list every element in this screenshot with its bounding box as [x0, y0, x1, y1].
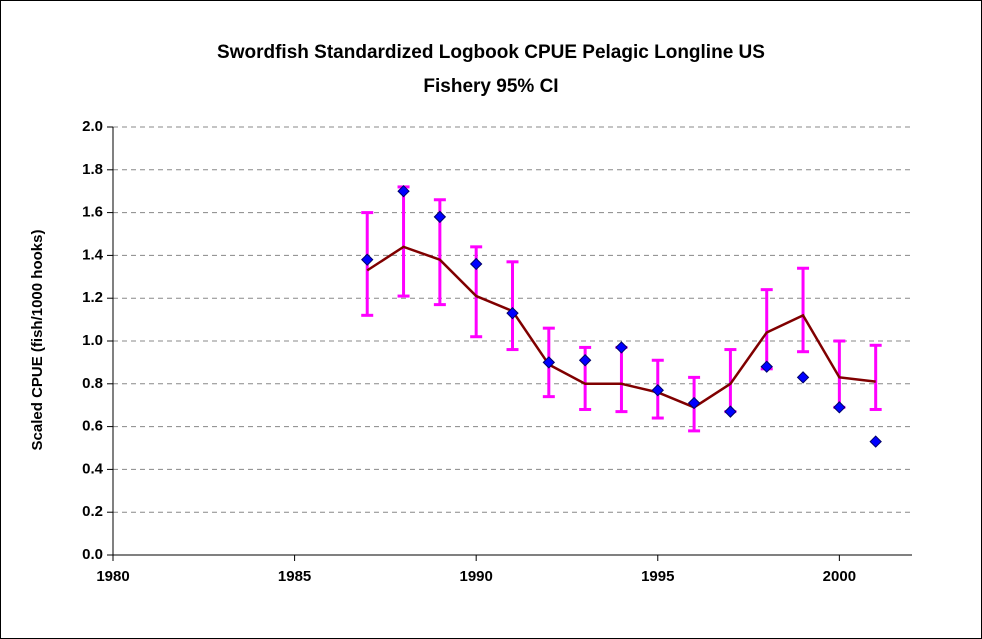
marker: [578, 354, 592, 367]
marker: [615, 341, 628, 354]
marker: [542, 356, 556, 369]
y-axis-label: Scaled CPUE (fish/1000 hooks): [29, 230, 46, 451]
x-tick-label: 1995: [641, 568, 674, 585]
marker: [869, 435, 882, 448]
y-tick-label: 1.8: [82, 161, 103, 178]
x-tick-label: 1985: [278, 568, 311, 585]
marker: [760, 360, 773, 373]
marker: [651, 384, 664, 397]
marker: [687, 396, 701, 410]
line: [366, 245, 876, 409]
marker: [833, 401, 846, 414]
chart-title: Swordfish Standardized Logbook CPUE Pela…: [217, 42, 765, 97]
y-tick-label: 0.8: [82, 375, 103, 392]
y-tick-label: 0.4: [82, 460, 104, 477]
marker: [506, 306, 519, 320]
y-tick-label: 2.0: [82, 118, 103, 135]
y-tick-label: 0.2: [82, 503, 103, 520]
y-tick-label: 1.0: [82, 332, 103, 349]
marker: [361, 253, 374, 266]
x-tick-label: 1990: [459, 568, 492, 585]
error-bar: [797, 266, 810, 354]
marker: [724, 405, 737, 418]
x-tick-label: 1980: [96, 568, 129, 585]
x-tick-label: 2000: [823, 568, 856, 585]
y-tick-label: 1.4: [82, 246, 104, 263]
y-tick-label: 0.0: [82, 546, 103, 563]
y-tick-label: 1.2: [82, 289, 103, 306]
marker: [397, 184, 410, 198]
marker: [433, 210, 447, 224]
error-bar: [506, 260, 519, 352]
error-bar: [869, 343, 882, 411]
y-tick-label: 1.6: [82, 204, 103, 221]
marker: [469, 257, 483, 271]
y-tick-label: 0.6: [82, 418, 103, 435]
marker: [796, 371, 810, 384]
